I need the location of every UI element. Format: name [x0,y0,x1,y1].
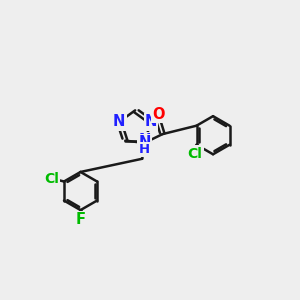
Text: N: N [139,133,151,148]
Text: F: F [76,212,85,227]
Text: O: O [152,107,165,122]
Text: H: H [139,143,150,156]
Text: Cl: Cl [188,147,203,160]
Text: Cl: Cl [44,172,59,186]
Text: N: N [113,114,125,129]
Text: N: N [138,136,151,151]
Text: N: N [145,114,157,129]
